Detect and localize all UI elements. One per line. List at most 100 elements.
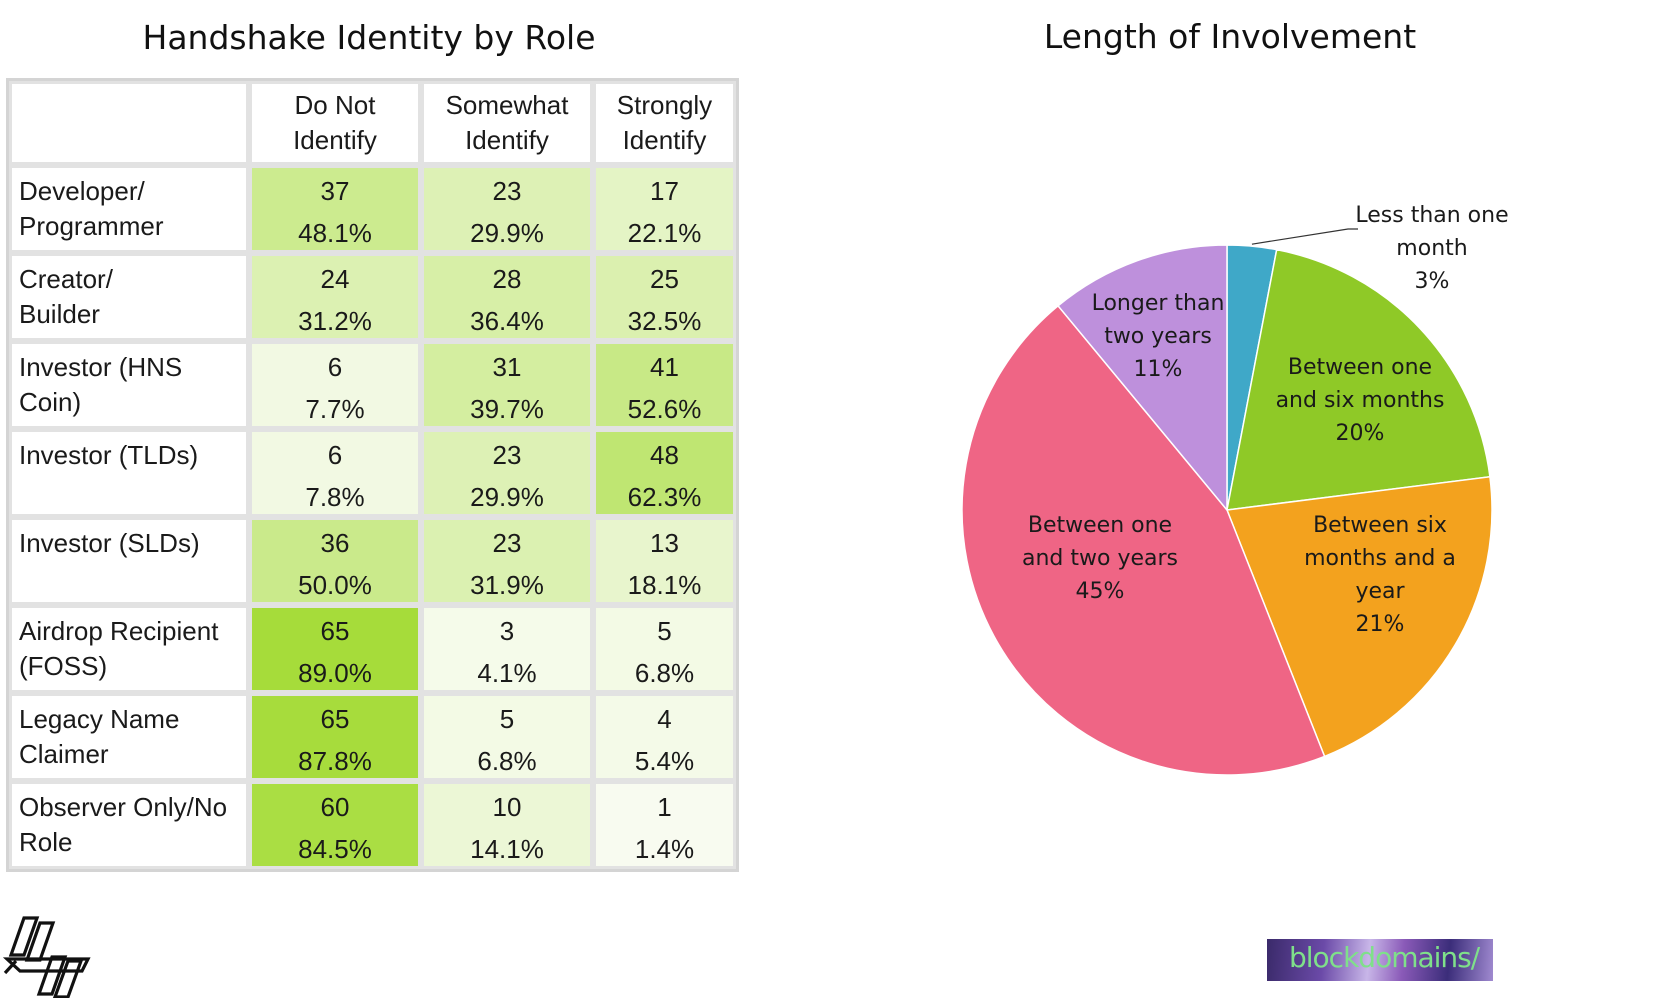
table-row: Investor (SLDs) 36 50.0% 23 31.9% 13 18.1% <box>9 517 736 605</box>
table-header-row: Do Not Identify Somewhat Identify Strongly… <box>9 81 736 165</box>
row-label: Creator/Builder <box>9 253 249 341</box>
cell-percent: 48.1% <box>298 218 372 248</box>
cell-count: 3 <box>499 616 515 646</box>
table-row: Investor (TLDs) 6 7.8% 23 29.9% 48 62.3% <box>9 429 736 517</box>
cell-percent: 52.6% <box>627 394 702 424</box>
cell-count: 41 <box>650 352 679 382</box>
cell-strongly-identify: 41 52.6% <box>593 341 736 429</box>
cell-count: 10 <box>492 792 522 822</box>
cell-do-not-identify: 37 48.1% <box>249 165 421 253</box>
table-row: Developer/Programmer 37 48.1% 23 29.9% 17 22.1… <box>9 165 736 253</box>
cell-strongly-identify: 17 22.1% <box>593 165 736 253</box>
cell-percent: 29.9% <box>470 482 544 512</box>
table-row: Legacy Name Claimer 65 87.8% 5 6.8% 4 5.4% <box>9 693 736 781</box>
cell-percent: 5.4% <box>634 746 695 776</box>
row-label: Observer Only/No Role <box>9 781 249 869</box>
cell-do-not-identify: 36 50.0% <box>249 517 421 605</box>
handshake-logo-icon <box>2 916 91 998</box>
cell-strongly-identify: 4 5.4% <box>593 693 736 781</box>
pie-slice-label: Between one and six months 20% <box>1276 355 1445 446</box>
cell-count: 13 <box>650 528 679 558</box>
cell-somewhat-identify: 23 31.9% <box>421 517 593 605</box>
cell-do-not-identify: 24 31.2% <box>249 253 421 341</box>
cell-do-not-identify: 6 7.7% <box>249 341 421 429</box>
table-title: Handshake Identity by Role <box>142 18 596 57</box>
cell-somewhat-identify: 10 14.1% <box>421 781 593 869</box>
pie-slice-label: Between six months and a year 21% <box>1304 513 1456 637</box>
cell-count: 65 <box>320 704 350 734</box>
cell-percent: 62.3% <box>627 482 702 512</box>
cell-count: 31 <box>492 352 522 382</box>
cell-count: 60 <box>320 792 350 822</box>
cell-percent: 32.5% <box>627 306 702 336</box>
cell-percent: 31.9% <box>470 570 544 600</box>
table-row: Airdrop Recipient (FOSS) 65 89.0% 3 4.1% 5 6.8% <box>9 605 736 693</box>
pie-slice <box>961 304 1326 776</box>
cell-strongly-identify: 13 18.1% <box>593 517 736 605</box>
cell-somewhat-identify: 3 4.1% <box>421 605 593 693</box>
cell-strongly-identify: 48 62.3% <box>593 429 736 517</box>
cell-percent: 36.4% <box>470 306 544 336</box>
row-label: Investor (TLDs) <box>9 429 249 517</box>
pie-slice-label: Longer than two years 11% <box>1092 291 1225 382</box>
cell-count: 4 <box>657 704 672 734</box>
cell-somewhat-identify: 23 29.9% <box>421 165 593 253</box>
cell-count: 25 <box>650 264 679 294</box>
table-row: Investor (HNS Coin) 6 7.7% 31 39.7% 41 52.6% <box>9 341 736 429</box>
cell-do-not-identify: 60 84.5% <box>249 781 421 869</box>
cell-percent: 50.0% <box>298 570 372 600</box>
cell-count: 6 <box>327 352 343 382</box>
row-label: Investor (SLDs) <box>9 517 249 605</box>
cell-percent: 89.0% <box>298 658 372 688</box>
cell-percent: 4.1% <box>477 658 537 688</box>
cell-count: 17 <box>650 176 679 206</box>
cell-percent: 6.8% <box>477 746 537 776</box>
cell-percent: 22.1% <box>627 218 702 248</box>
pie-slice <box>1226 248 1491 511</box>
cell-somewhat-identify: 5 6.8% <box>421 693 593 781</box>
table-row: Creator/Builder 24 31.2% 28 36.4% 25 32.5% <box>9 253 736 341</box>
cell-percent: 6.8% <box>634 658 695 688</box>
cell-percent: 7.7% <box>305 394 365 424</box>
column-header-strongly-identify: Strongly Identify <box>593 81 736 165</box>
cell-percent: 14.1% <box>470 834 544 864</box>
cell-count: 23 <box>492 440 522 470</box>
row-label: Investor (HNS Coin) <box>9 341 249 429</box>
cell-somewhat-identify: 28 36.4% <box>421 253 593 341</box>
cell-strongly-identify: 25 32.5% <box>593 253 736 341</box>
cell-do-not-identify: 65 87.8% <box>249 693 421 781</box>
cell-count: 65 <box>320 616 350 646</box>
row-label: Developer/Programmer <box>9 165 249 253</box>
table-row: Observer Only/No Role 60 84.5% 10 14.1% 1 1.4% <box>9 781 736 869</box>
pie-slice <box>1225 475 1493 758</box>
blockdomains-logo: blockdomains/ <box>1267 939 1493 981</box>
cell-count: 24 <box>320 264 350 294</box>
cell-percent: 29.9% <box>470 218 544 248</box>
identity-by-role-table: Do Not Identify Somewhat Identify Strongly… <box>6 78 739 872</box>
cell-percent: 31.2% <box>298 306 372 336</box>
column-header-somewhat-identify: Somewhat Identify <box>421 81 593 165</box>
cell-percent: 1.4% <box>634 834 695 864</box>
pie-chart-title: Length of Involvement <box>1043 17 1417 56</box>
cell-strongly-identify: 5 6.8% <box>593 605 736 693</box>
cell-do-not-identify: 65 89.0% <box>249 605 421 693</box>
blockdomains-logo-text: blockdomains/ <box>1289 941 1480 974</box>
cell-do-not-identify: 6 7.8% <box>249 429 421 517</box>
cell-count: 37 <box>320 176 350 206</box>
cell-somewhat-identify: 23 29.9% <box>421 429 593 517</box>
pie-slice <box>1057 244 1228 513</box>
cell-percent: 18.1% <box>627 570 702 600</box>
cell-percent: 7.8% <box>305 482 365 512</box>
column-header-blank <box>9 81 249 165</box>
cell-count: 36 <box>320 528 350 558</box>
column-header-do-not-identify: Do Not Identify <box>249 81 421 165</box>
cell-count: 1 <box>657 792 672 822</box>
cell-count: 28 <box>492 264 522 294</box>
pie-slice-label: Less than one month 3% <box>1355 203 1508 294</box>
cell-count: 23 <box>492 528 522 558</box>
cell-percent: 84.5% <box>298 834 372 864</box>
cell-strongly-identify: 1 1.4% <box>593 781 736 869</box>
cell-percent: 87.8% <box>298 746 372 776</box>
cell-count: 5 <box>657 616 672 646</box>
